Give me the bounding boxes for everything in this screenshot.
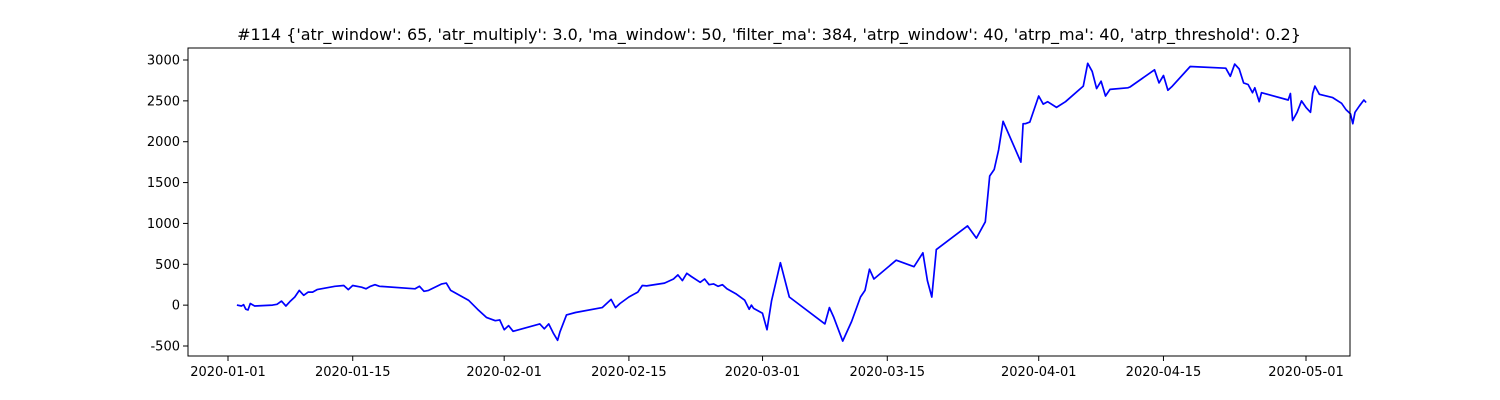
x-tick-label: 2020-03-15: [849, 365, 925, 380]
y-tick-label: 2000: [147, 135, 180, 150]
plot-frame: [187, 47, 1351, 357]
x-tick-label: 2020-01-01: [190, 365, 266, 380]
x-tick-label: 2020-04-01: [1001, 365, 1077, 380]
plot-area: 2020-01-01 2020-01-15 2020-02-01 2020-02-15…: [147, 54, 1367, 380]
series-line: [236, 62, 1367, 342]
x-tick-label: 2020-01-15: [315, 365, 391, 380]
x-tick-label: 2020-05-01: [1268, 365, 1344, 380]
x-tick-label: 2020-04-15: [1126, 365, 1202, 380]
y-tick-label: 1000: [147, 217, 180, 232]
x-tick-label: 2020-02-15: [591, 365, 667, 380]
y-tick-label: -500: [150, 340, 180, 355]
y-tick-label: 3000: [147, 54, 180, 69]
x-tick-label: 2020-02-01: [466, 365, 542, 380]
chart-title: #114 {'atr_window': 65, 'atr_multiply': …: [237, 25, 1301, 45]
y-tick-label: 500: [155, 258, 180, 273]
y-tick-label: 1500: [147, 176, 180, 191]
y-tick-label: 0: [172, 299, 180, 314]
x-tick-label: 2020-03-01: [725, 365, 801, 380]
y-tick-label: 2500: [147, 94, 180, 109]
